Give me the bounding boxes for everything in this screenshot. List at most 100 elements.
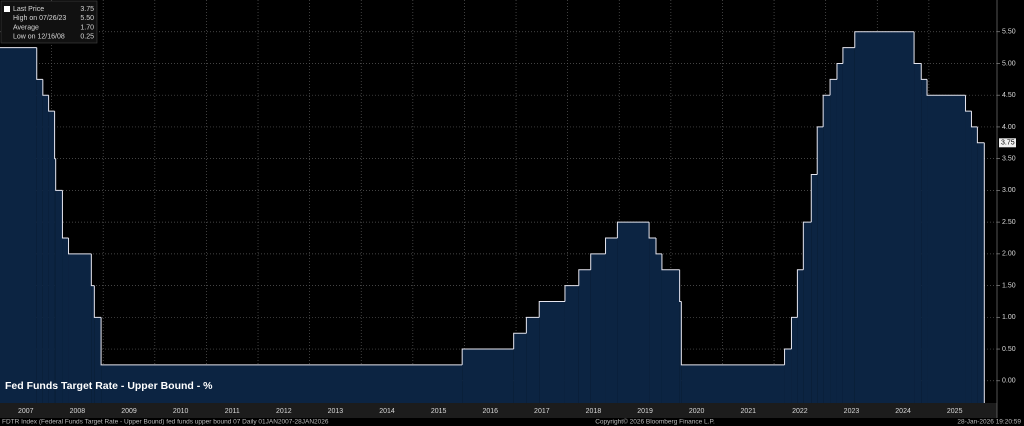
area-step [797,269,804,403]
line-step [976,126,985,144]
area-step [0,47,37,404]
legend-label: High on 07/26/23 [13,15,66,22]
line-step [680,301,785,366]
line-step [513,332,527,350]
line-step [816,126,824,175]
line-step [810,174,818,223]
line-step [970,111,978,128]
area-step [927,95,966,404]
plot-area [0,0,997,418]
area-step [68,253,92,403]
line-step [55,158,63,191]
area-step [564,285,579,403]
line-step [616,221,650,238]
line-step [590,253,606,270]
y-tick-label: 2.00 [1002,251,1016,258]
area-step [823,95,831,404]
legend: Last Price 3.75 High on 07/26/23 5.50 Averag… [0,0,98,44]
y-tick-label: 0.50 [1002,346,1016,353]
line-step [965,95,972,112]
y-tick-label: 2.50 [1002,219,1016,226]
x-tick-label: 2014 [379,408,395,415]
area-step [36,79,43,403]
x-tick-label: 2022 [792,408,808,415]
area-step [842,47,855,404]
area-step [101,364,463,403]
x-tick-label: 2011 [225,408,240,415]
x-tick-label: 2021 [740,408,756,415]
y-tick-label: 4.50 [1002,92,1016,99]
line-step [100,317,463,366]
x-tick-label: 2012 [276,408,292,415]
line-step [564,285,579,302]
y-tick-label: 0.00 [1002,378,1016,385]
line-step [829,78,837,96]
line-step [920,63,928,80]
y-tick-label: 1.00 [1002,314,1016,321]
x-tick-label: 2018 [586,408,602,415]
line-step [790,316,798,350]
x-tick-label: 2019 [637,408,653,415]
line-step [605,237,618,254]
line-step [655,237,662,255]
area-step [55,190,63,403]
line-step [90,253,95,287]
legend-value: 1.70 [80,24,94,31]
area-step [977,142,985,403]
area-step [854,31,915,404]
area-step [91,285,95,403]
line-step [93,285,102,318]
area-step [784,349,792,403]
area-step [649,237,656,403]
legend-value: 5.50 [80,15,94,22]
x-tick-label: 2025 [947,408,963,415]
area-step [921,79,928,403]
line-step [525,316,540,334]
line-step [461,348,514,365]
last-price-tag [999,138,1016,148]
line-step [802,221,812,270]
line-step [538,300,565,318]
area-step [462,349,514,403]
x-tick-label: 2016 [482,408,498,415]
area-step [965,111,972,404]
x-tick-label: 2007 [18,408,34,415]
x-tick-label: 2009 [121,408,137,415]
line-step [842,47,855,64]
y-tick-label: 5.00 [1002,60,1016,67]
line-step [854,31,915,48]
line-step [679,269,682,302]
area-step [811,174,818,403]
line-step [913,31,922,64]
area-step [605,237,618,403]
legend-value: 3.75 [80,6,94,13]
area-step [578,269,591,403]
line-step [68,237,92,255]
line-step [36,47,43,80]
area-step [681,364,785,403]
line-step [796,269,804,318]
area-step [679,301,682,403]
area-step [526,317,540,403]
area-step [62,237,69,403]
legend-box [0,0,98,44]
area-step [42,95,49,404]
line-step [926,79,966,96]
area-step [836,63,843,403]
y-axis-band [997,0,1024,418]
area-step [791,317,798,403]
area-step [914,63,922,403]
last-price-label: 3.75 [1001,140,1015,147]
footer-copyright: Copyright© 2026 Bloomberg Finance L.P. [595,418,715,426]
footer-timestamp: 28-Jan-2026 19:20:59 [957,419,1021,426]
line-step [61,190,69,239]
legend-swatch [4,6,10,12]
line-step [784,348,792,365]
line-step [578,269,591,286]
chart-title: Fed Funds Target Rate - Upper Bound - % [5,380,213,392]
line-step [648,222,656,239]
x-tick-label: 2017 [534,408,550,415]
x-tick-label: 2015 [431,408,447,415]
